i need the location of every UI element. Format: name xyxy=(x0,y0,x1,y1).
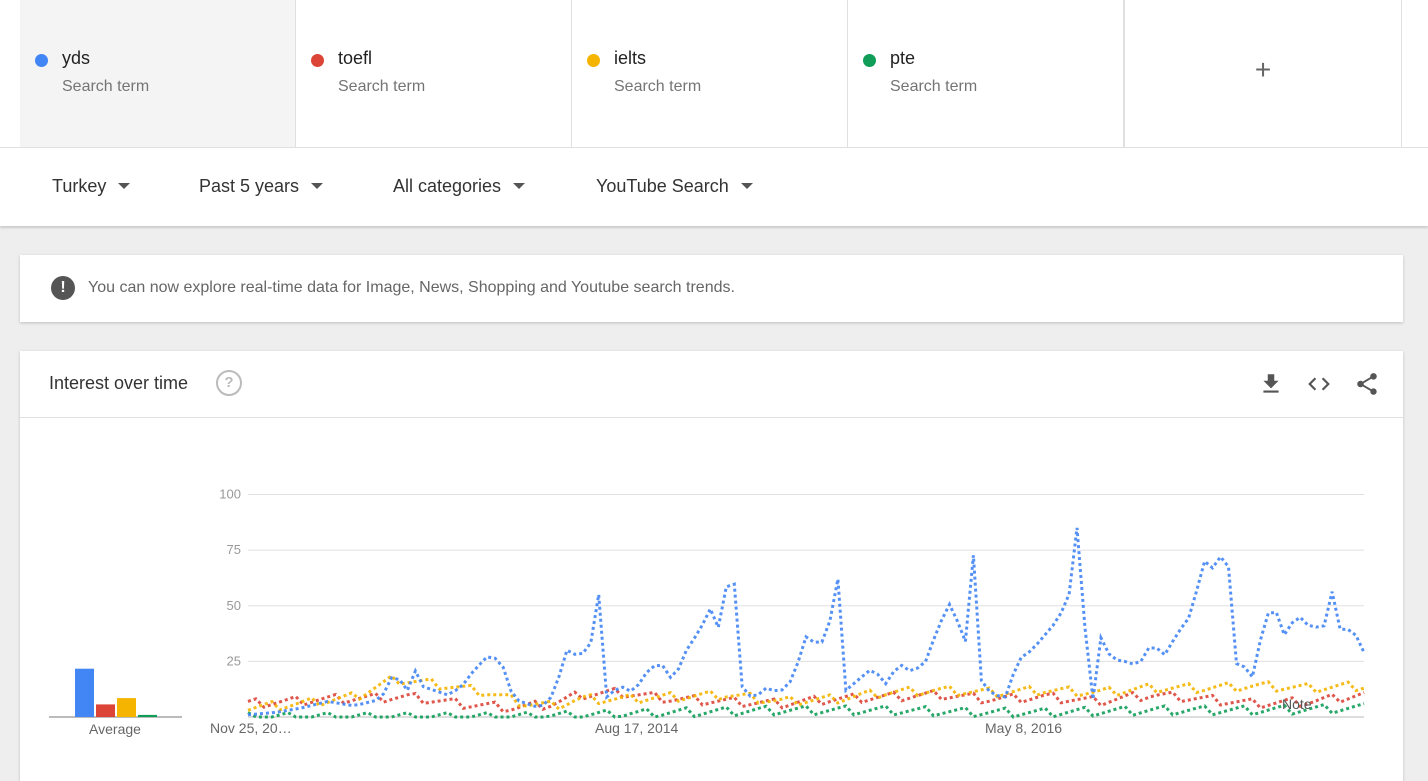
interest-chart: 100 75 50 25 Nov 25, 20… Aug 17, 2014 May 8, 2… xyxy=(49,487,1366,737)
filter-bar: Turkey Past 5 years All categories YouTu… xyxy=(0,147,1428,226)
term-card-yds[interactable]: yds Search term xyxy=(20,0,296,147)
card-title: Interest over time xyxy=(49,373,189,393)
download-icon[interactable] xyxy=(1258,371,1284,397)
category-dropdown[interactable]: All categories xyxy=(393,176,526,197)
card-header: Interest over time ? xyxy=(20,351,1403,418)
embed-icon[interactable] xyxy=(1306,371,1332,397)
term-card-toefl[interactable]: toefl Search term xyxy=(296,0,572,147)
x-tick-label: Nov 25, 20… xyxy=(210,720,292,736)
time-range-dropdown[interactable]: Past 5 years xyxy=(199,176,324,197)
color-dot-yds xyxy=(35,54,48,67)
y-tick-label: 25 xyxy=(227,653,241,668)
time-range-value: Past 5 years xyxy=(199,176,300,196)
term-type: Search term xyxy=(338,78,426,95)
term-name[interactable]: toefl xyxy=(338,48,373,68)
help-icon[interactable]: ? xyxy=(216,370,242,396)
share-icon[interactable] xyxy=(1354,371,1380,397)
exclamation-icon: ! xyxy=(51,276,75,300)
color-dot-toefl xyxy=(311,54,324,67)
term-name[interactable]: pte xyxy=(890,48,916,68)
average-bar-yds xyxy=(75,668,94,717)
y-tick-label: 50 xyxy=(227,598,241,613)
plus-icon: + xyxy=(1254,54,1272,85)
series-line-toefl xyxy=(247,686,1365,714)
series-line-yds xyxy=(247,527,1366,717)
term-type: Search term xyxy=(890,78,978,95)
caret-down-icon xyxy=(513,183,526,190)
search-terms-bar: yds Search term toefl Search term ielts … xyxy=(0,0,1428,147)
caret-down-icon xyxy=(311,183,324,190)
term-name[interactable]: ielts xyxy=(614,48,647,68)
note-label: Note xyxy=(1282,696,1312,712)
term-card-pte[interactable]: pte Search term xyxy=(848,0,1124,147)
average-label: Average xyxy=(89,721,141,737)
x-tick-label: May 8, 2016 xyxy=(985,720,1062,736)
info-notice: ! You can now explore real-time data for… xyxy=(20,255,1403,322)
term-type: Search term xyxy=(62,78,150,95)
term-name[interactable]: yds xyxy=(62,48,91,68)
add-term-button[interactable]: + xyxy=(1124,0,1402,147)
average-bar-ielts xyxy=(117,698,136,717)
term-type: Search term xyxy=(614,78,702,95)
color-dot-pte xyxy=(863,54,876,67)
y-tick-label: 75 xyxy=(227,542,241,557)
series-line-pte xyxy=(247,702,1365,719)
series-line-ielts xyxy=(247,673,1365,712)
color-dot-ielts xyxy=(587,54,600,67)
interest-over-time-card: Interest over time ? 100 75 50 25 Nov 25, 20… xyxy=(20,351,1403,781)
term-card-ielts[interactable]: ielts Search term xyxy=(572,0,848,147)
region-dropdown[interactable]: Turkey xyxy=(52,176,131,197)
notice-text: You can now explore real-time data for I… xyxy=(88,279,735,296)
category-value: All categories xyxy=(393,176,502,196)
y-tick-label: 100 xyxy=(219,487,241,502)
caret-down-icon xyxy=(118,183,131,190)
search-source-dropdown[interactable]: YouTube Search xyxy=(596,176,753,197)
average-bar-toefl xyxy=(96,704,115,717)
search-source-value: YouTube Search xyxy=(596,176,729,196)
region-value: Turkey xyxy=(52,176,107,196)
x-tick-label: Aug 17, 2014 xyxy=(595,720,679,736)
average-bar-pte xyxy=(138,714,157,717)
caret-down-icon xyxy=(740,183,753,190)
